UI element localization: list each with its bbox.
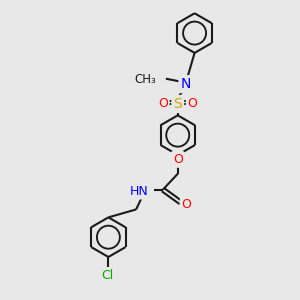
Text: O: O <box>173 153 183 166</box>
Text: N: N <box>181 77 191 91</box>
Text: CH₃: CH₃ <box>134 73 156 86</box>
Text: O: O <box>158 98 168 110</box>
Text: Cl: Cl <box>101 269 113 282</box>
Text: HN: HN <box>129 184 148 198</box>
Text: O: O <box>188 98 197 110</box>
Text: O: O <box>182 197 192 211</box>
Text: S: S <box>173 97 182 111</box>
